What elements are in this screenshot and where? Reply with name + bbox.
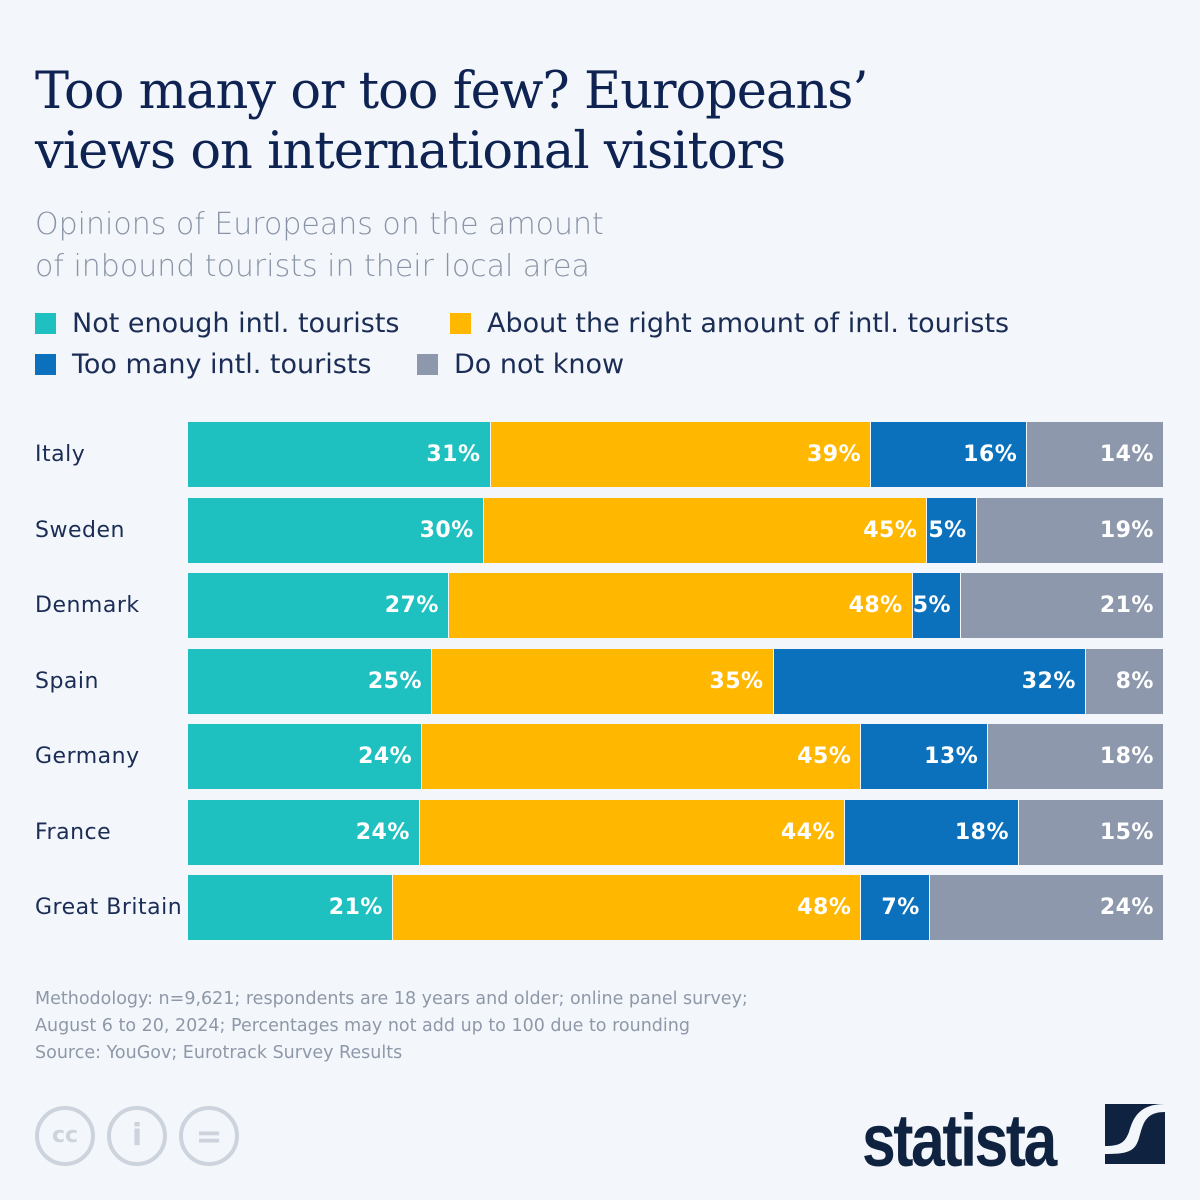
data-label: 44% <box>780 819 836 845</box>
statista-logo-mark-icon <box>1105 1104 1165 1164</box>
subtitle-line: of inbound tourists in their local area <box>35 249 590 284</box>
data-label: 19% <box>1099 517 1154 543</box>
bar-segment <box>188 573 449 638</box>
title-line: views on international visitors <box>35 122 786 181</box>
bar-segment <box>490 422 872 487</box>
legend-item: Do not know <box>417 349 624 380</box>
data-label: 45% <box>797 744 852 769</box>
title-line: Too many or too few? Europeans’ <box>35 62 869 121</box>
bar-segment <box>188 724 423 789</box>
data-label: 8% <box>1115 668 1154 694</box>
cc-icon[interactable]: cc <box>35 1106 95 1166</box>
bar-segment <box>188 648 432 714</box>
bar-segment <box>1019 799 1164 865</box>
data-label: 24% <box>355 819 410 845</box>
data-label: 24% <box>1099 895 1154 920</box>
category-label: France <box>35 819 112 845</box>
data-label: 35% <box>709 668 764 694</box>
legend-swatch <box>417 354 438 375</box>
statista-logo[interactable]: statista <box>862 1099 1057 1182</box>
legend-item: About the right amount of intl. tourists <box>450 308 1009 339</box>
no-derivatives-icon[interactable]: = <box>179 1106 239 1166</box>
bar-segment <box>845 799 1020 865</box>
bar-segment <box>432 648 774 714</box>
methodology-line: August 6 to 20, 2024; Percentages may no… <box>35 1016 690 1036</box>
bar-segment <box>961 573 1164 638</box>
bar-segment <box>483 497 928 563</box>
legend-swatch <box>35 354 56 375</box>
data-label: 27% <box>384 593 439 618</box>
methodology-note: Methodology: n=9,621; respondents are 18… <box>35 986 748 1040</box>
bar-segment <box>773 648 1086 714</box>
category-label: Great Britain <box>35 895 183 920</box>
data-label: 45% <box>863 517 918 543</box>
legend-label: About the right amount of intl. tourists <box>487 308 1010 339</box>
data-label: 30% <box>419 517 474 543</box>
bar-segment <box>448 573 913 638</box>
bar-segment <box>1027 422 1164 487</box>
bar-segment <box>419 799 846 865</box>
data-label: 25% <box>367 668 422 694</box>
data-label: 21% <box>328 895 383 920</box>
bar-segment <box>861 875 930 940</box>
data-label: 21% <box>1099 593 1154 618</box>
data-label: 18% <box>1099 744 1154 769</box>
legend-item: Too many intl. tourists <box>35 349 371 380</box>
data-label: 14% <box>1099 442 1154 467</box>
bar-segment <box>929 875 1164 940</box>
data-label: 48% <box>797 895 852 920</box>
bar-segment <box>188 422 491 487</box>
data-label: 15% <box>1099 819 1154 845</box>
bar-segment <box>976 497 1164 563</box>
data-label: 39% <box>807 442 862 467</box>
bar-segment <box>422 724 862 789</box>
category-label: Denmark <box>35 593 140 618</box>
data-label: 5% <box>912 593 952 618</box>
category-label: Germany <box>35 744 140 769</box>
chart-subtitle: Opinions of Europeans on the amount of i… <box>35 204 675 288</box>
bar-segment <box>1085 648 1164 714</box>
legend-item: Not enough intl. tourists <box>35 308 399 339</box>
bar-segment <box>392 875 862 940</box>
attribution-icon[interactable]: i <box>107 1106 167 1166</box>
bar-segment <box>188 497 484 563</box>
chart-title: Too many or too few? Europeans’ views on… <box>35 62 1035 182</box>
category-label: Sweden <box>35 517 125 543</box>
data-label: 32% <box>1021 668 1076 694</box>
data-label: 13% <box>924 744 979 769</box>
bar-segment <box>188 875 393 940</box>
data-label: 7% <box>881 895 920 920</box>
bar-segment <box>861 724 989 789</box>
methodology-line: Methodology: n=9,621; respondents are 18… <box>35 989 748 1009</box>
bar-segment <box>927 497 977 563</box>
data-label: 24% <box>358 744 413 769</box>
bar-segment <box>988 724 1164 789</box>
bar-segment <box>912 573 962 638</box>
legend-label: Not enough intl. tourists <box>72 308 400 339</box>
data-label: 5% <box>928 517 967 543</box>
data-label: 16% <box>963 442 1018 467</box>
bar-segment <box>188 799 420 865</box>
subtitle-line: Opinions of Europeans on the amount <box>35 207 604 242</box>
data-label: 31% <box>426 442 481 467</box>
data-label: 48% <box>848 593 903 618</box>
category-label: Spain <box>35 668 99 694</box>
legend-swatch <box>450 313 471 334</box>
legend-label: Too many intl. tourists <box>72 349 372 380</box>
data-label: 18% <box>954 819 1010 845</box>
source-note: Source: YouGov; Eurotrack Survey Results <box>35 1043 403 1063</box>
legend-label: Do not know <box>454 349 625 380</box>
category-label: Italy <box>35 442 86 467</box>
bar-segment <box>871 422 1028 487</box>
legend-swatch <box>35 313 56 334</box>
